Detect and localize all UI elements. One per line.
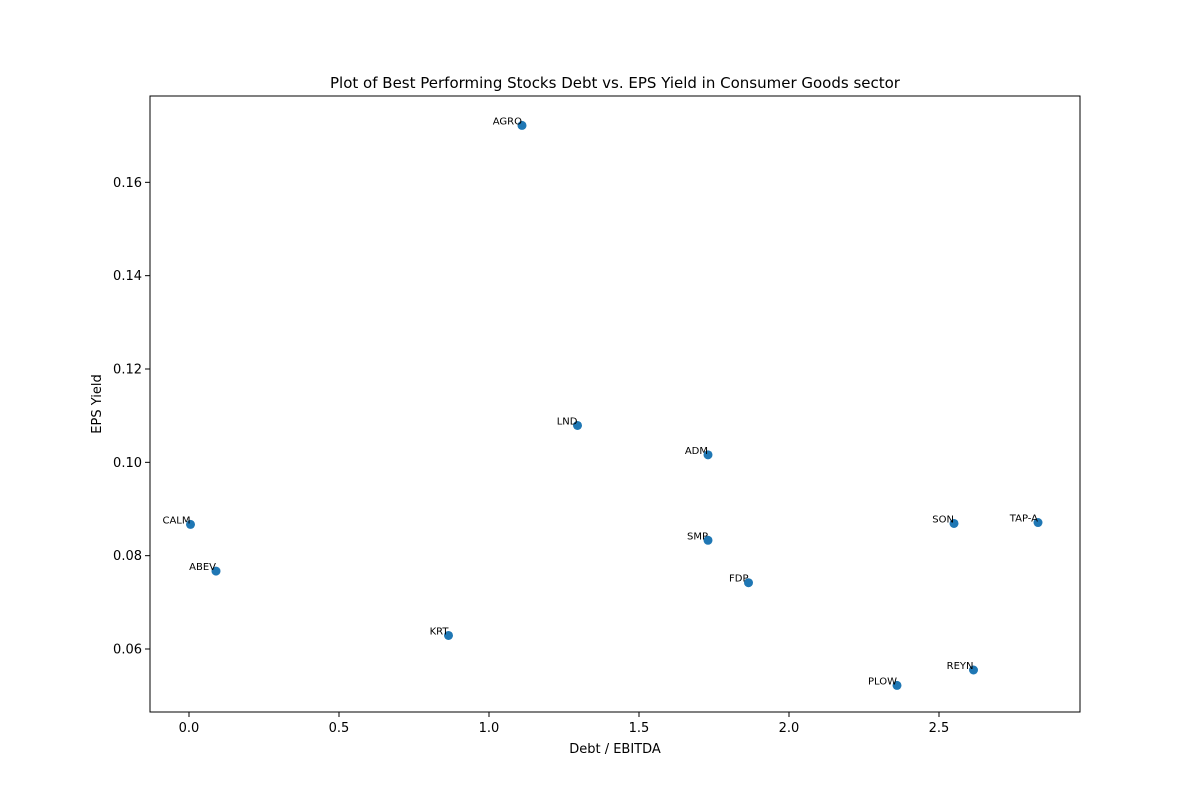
data-point-label: FDP [729, 574, 748, 585]
chart-title: Plot of Best Performing Stocks Debt vs. … [330, 74, 901, 92]
data-point-label: PLOW [868, 676, 897, 687]
data-point-label: KRT [430, 626, 450, 637]
data-point [517, 120, 527, 130]
data-point-label: ADM [685, 446, 708, 457]
x-tick-label: 0.0 [179, 721, 200, 736]
data-point-label: ABEV [189, 562, 216, 573]
data-point-label: LND [557, 416, 578, 427]
data-point [211, 566, 221, 576]
y-axis-ticks: 0.06 0.08 0.10 0.12 0.14 0.16 [113, 176, 150, 658]
data-point [949, 518, 959, 528]
data-point-label: CALM [162, 515, 190, 526]
data-point [744, 578, 753, 588]
data-point [444, 630, 453, 640]
data-point [703, 535, 713, 545]
x-tick-label: 1.0 [479, 721, 500, 736]
y-tick-label: 0.16 [113, 176, 142, 191]
data-point [892, 680, 902, 690]
x-tick-label: 0.5 [329, 721, 350, 736]
data-point-label: AGRO [493, 116, 522, 127]
data-point [186, 519, 195, 529]
y-tick-label: 0.10 [113, 456, 142, 471]
y-tick-label: 0.06 [113, 643, 142, 658]
data-point [573, 420, 582, 430]
data-point [969, 665, 978, 675]
data-point [703, 450, 713, 460]
x-axis-ticks: 0.0 0.5 1.0 1.5 2.0 2.5 [179, 712, 950, 736]
x-tick-label: 2.0 [779, 721, 800, 736]
y-tick-label: 0.08 [113, 549, 142, 564]
y-tick-label: 0.12 [113, 363, 142, 378]
x-axis-label: Debt / EBITDA [569, 742, 661, 757]
x-tick-label: 1.5 [629, 721, 650, 736]
data-point-label: SON [932, 514, 954, 525]
data-point-label: REYN [947, 661, 974, 672]
x-tick-label: 2.5 [929, 721, 950, 736]
data-point-label: SMP [687, 531, 708, 542]
y-tick-label: 0.14 [113, 269, 142, 284]
data-point [1033, 518, 1043, 528]
plot-area: AGRO LND ADM CALM SON TAP-A SMP ABEV FDP KRT REYN P… [162, 116, 1043, 690]
axes-frame [149, 95, 1081, 713]
y-axis-label: EPS Yield [90, 374, 105, 433]
data-point-label: TAP-A [1009, 514, 1038, 525]
